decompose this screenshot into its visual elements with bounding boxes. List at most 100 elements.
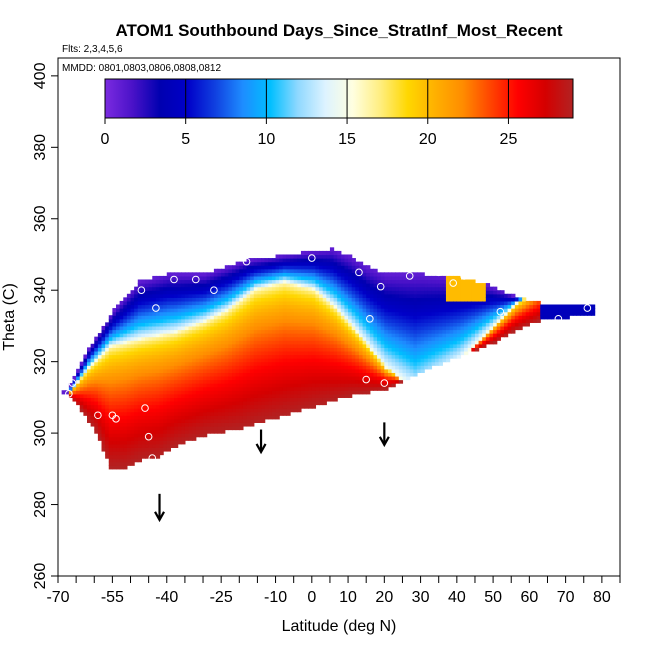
heatmap-cell: [105, 372, 110, 377]
heatmap-cell: [304, 375, 309, 381]
heatmap-cell: [315, 390, 320, 395]
heatmap-cell: [348, 393, 353, 398]
heatmap-cell: [264, 375, 269, 381]
heatmap-cell: [250, 386, 255, 391]
heatmap-cell: [174, 365, 179, 370]
heatmap-cell: [300, 350, 306, 356]
heatmap-cell: [155, 386, 161, 391]
heatmap-cell: [253, 275, 259, 281]
heatmap-cell: [290, 404, 295, 409]
heatmap-cell: [293, 340, 298, 345]
heatmap-cell: [257, 272, 262, 277]
heatmap-cell: [420, 300, 425, 306]
heatmap-cell: [445, 279, 451, 284]
heatmap-cell: [271, 293, 277, 298]
heatmap-cell: [242, 361, 248, 366]
heatmap-cell: [264, 386, 269, 391]
heatmap-cell: [192, 329, 197, 334]
heatmap-cell: [72, 386, 77, 391]
heatmap-cell: [362, 275, 367, 281]
heatmap-cell: [271, 315, 277, 320]
heatmap-cell: [166, 340, 171, 345]
heatmap-cell: [315, 361, 320, 366]
heatmap-cell: [105, 325, 110, 331]
heatmap-cell: [228, 279, 233, 284]
heatmap-cell: [232, 268, 237, 273]
heatmap-cell: [460, 325, 465, 331]
heatmap-cell: [373, 365, 378, 370]
heatmap-cell: [279, 311, 284, 316]
heatmap-cell: [391, 375, 396, 381]
heatmap-cell: [319, 254, 324, 259]
heatmap-cell: [148, 358, 153, 363]
heatmap-cell: [311, 368, 317, 373]
heatmap-cell: [246, 261, 251, 266]
heatmap-cell: [130, 433, 135, 438]
heatmap-cell: [206, 425, 211, 431]
heatmap-cell: [235, 261, 240, 266]
heatmap-cell: [253, 347, 259, 352]
heatmap-cell: [221, 272, 226, 277]
heatmap-cell: [435, 297, 440, 302]
heatmap-cell: [257, 304, 262, 309]
heatmap-cell: [246, 354, 251, 359]
heatmap-cell: [203, 347, 208, 352]
heatmap-cell: [130, 354, 135, 359]
heatmap-cell: [460, 322, 465, 327]
heatmap-cell: [322, 347, 327, 352]
heatmap-cell: [232, 375, 237, 381]
heatmap-cell: [123, 300, 128, 306]
heatmap-cell: [496, 297, 501, 302]
heatmap-cell: [166, 436, 171, 441]
heatmap-cell: [474, 322, 480, 327]
heatmap-cell: [279, 411, 284, 416]
heatmap-cell: [264, 347, 269, 352]
heatmap-cell: [105, 329, 110, 334]
heatmap-cell: [293, 358, 298, 363]
heatmap-cell: [116, 440, 121, 445]
heatmap-cell: [522, 297, 527, 302]
heatmap-cell: [471, 329, 476, 334]
heatmap-cell: [253, 361, 259, 366]
heatmap-cell: [344, 254, 349, 259]
heatmap-cell: [319, 329, 324, 334]
heatmap-cell: [130, 329, 135, 334]
heatmap-cell: [246, 336, 251, 341]
heatmap-cell: [87, 354, 92, 359]
heatmap-cell: [529, 315, 534, 320]
heatmap-cell: [409, 279, 414, 284]
heatmap-cell: [348, 368, 353, 373]
heatmap-cell: [264, 358, 269, 363]
heatmap-cell: [438, 275, 443, 281]
heatmap-cell: [257, 333, 262, 338]
heatmap-cell: [217, 390, 222, 395]
heatmap-cell: [348, 383, 353, 388]
heatmap-cell: [522, 322, 527, 327]
heatmap-cell: [188, 272, 193, 277]
heatmap-cell: [304, 254, 309, 259]
heatmap-cell: [87, 400, 92, 406]
heatmap-cell: [195, 404, 201, 409]
heatmap-cell: [184, 400, 190, 406]
heatmap-cell: [286, 358, 291, 363]
heatmap-cell: [239, 383, 244, 388]
heatmap-cell: [217, 268, 222, 273]
heatmap-cell: [279, 400, 284, 406]
heatmap-cell: [250, 393, 255, 398]
heatmap-cell: [242, 311, 248, 316]
heatmap-cell: [206, 286, 211, 291]
heatmap-cell: [362, 329, 367, 334]
heatmap-cell: [145, 340, 150, 345]
heatmap-cell: [242, 329, 248, 334]
heatmap-cell: [94, 372, 99, 377]
heatmap-cell: [315, 375, 320, 381]
heatmap-cell: [348, 358, 353, 363]
heatmap-cell: [141, 286, 146, 291]
heatmap-cell: [351, 261, 356, 266]
heatmap-cell: [119, 315, 124, 320]
heatmap-cell: [279, 254, 284, 259]
heatmap-cell: [170, 336, 175, 341]
heatmap-cell: [166, 429, 171, 434]
heatmap-cell: [282, 325, 288, 331]
heatmap-cell: [300, 268, 306, 273]
